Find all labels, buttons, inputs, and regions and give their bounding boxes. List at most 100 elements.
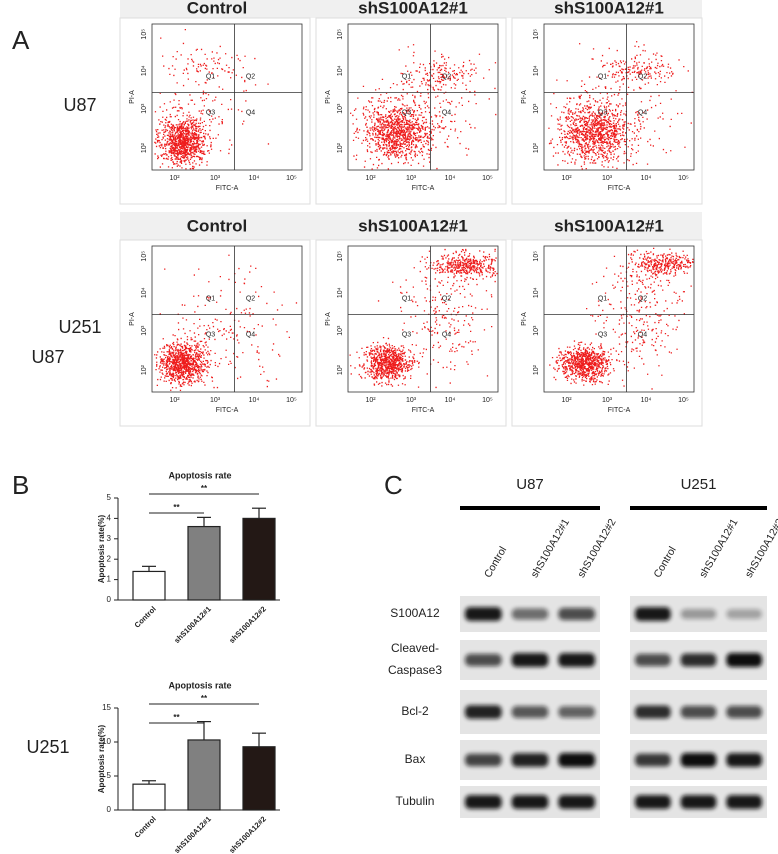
- x-tick-label: 10⁵: [482, 397, 493, 404]
- blot-band: [465, 795, 502, 809]
- x-tick-label: 10⁵: [678, 397, 689, 404]
- quadrant-label: Q1: [598, 73, 607, 80]
- y-tick-label: 10³: [141, 325, 148, 336]
- row-label: U251: [58, 317, 101, 337]
- blot-band: [680, 795, 717, 809]
- plot-frame: [347, 23, 499, 171]
- quadrant-label: Q3: [402, 109, 411, 116]
- y-tick-label: 10³: [141, 103, 148, 114]
- x-tick-label: shS100A12#2: [227, 604, 268, 645]
- quadrant-label: Q1: [402, 73, 411, 80]
- row-label: U251: [26, 737, 69, 757]
- plot-frame: [543, 23, 695, 171]
- y-tick-label: 10⁴: [141, 287, 148, 298]
- blot-band: [726, 609, 762, 619]
- column-title: Control: [187, 0, 247, 17]
- y-tick-label: 10²: [337, 364, 344, 375]
- y-axis-label: Apoptosis rate(%): [97, 724, 106, 793]
- column-title: shS100A12#1: [554, 0, 664, 17]
- blot-band: [465, 653, 502, 667]
- x-tick-label: shS100A12#1: [172, 814, 213, 854]
- event-cloud: [154, 29, 270, 170]
- x-axis-label: FITC-A: [608, 407, 631, 414]
- column-title: shS100A12#1: [554, 216, 664, 235]
- y-tick-label: 10²: [533, 142, 540, 153]
- panel-label: A: [12, 25, 30, 55]
- column-title: shS100A12#1: [358, 216, 468, 235]
- blot-band: [635, 607, 671, 621]
- y-tick-label: 10³: [337, 103, 344, 114]
- blot-band: [465, 753, 502, 767]
- x-tick-label: 10⁵: [286, 175, 297, 182]
- x-tick-label: 10²: [169, 175, 180, 182]
- x-tick-label: 10³: [406, 175, 417, 182]
- group-label: U251: [681, 476, 717, 493]
- y-tick-label: 1: [107, 575, 112, 584]
- blot-band: [680, 653, 717, 667]
- y-tick-label: 0: [107, 595, 112, 604]
- column-title: shS100A12#1: [358, 0, 468, 17]
- blot-band: [635, 795, 671, 809]
- x-tick-label: 10⁴: [641, 397, 652, 404]
- x-tick-label: 10³: [406, 397, 417, 404]
- event-cloud: [548, 41, 693, 170]
- lane-label: shS100A12#1: [529, 517, 572, 580]
- significance-label: **: [201, 694, 208, 703]
- quadrant-label: Q2: [442, 73, 451, 80]
- y-tick-label: 5: [107, 493, 112, 502]
- plot-frame: [347, 245, 499, 393]
- x-tick-label: Control: [133, 604, 158, 629]
- quadrant-label: Q1: [206, 73, 215, 80]
- blot-band: [511, 608, 549, 620]
- y-axis-label: PI-A: [521, 90, 528, 104]
- lane-label: shS100A12#1: [697, 517, 740, 580]
- x-tick-label: 10²: [561, 175, 572, 182]
- x-tick-label: 10⁴: [641, 175, 652, 182]
- event-cloud: [350, 44, 497, 170]
- y-tick-label: 15: [102, 703, 111, 712]
- blot-band: [558, 706, 595, 718]
- y-tick-label: 10²: [533, 364, 540, 375]
- x-tick-label: 10⁴: [249, 397, 260, 404]
- blot-band: [680, 753, 717, 767]
- lane-label: shS100A12#2: [575, 517, 618, 580]
- plot-frame: [543, 245, 695, 393]
- x-tick-label: 10³: [602, 397, 613, 404]
- y-tick-label: 10⁵: [337, 29, 344, 40]
- lane-label: shS100A12#2: [743, 517, 778, 580]
- blot-band: [558, 607, 595, 621]
- y-tick-label: 10⁴: [533, 65, 540, 76]
- y-tick-label: 3: [107, 534, 112, 543]
- quadrant-label: Q4: [638, 331, 647, 338]
- group-label: U87: [516, 476, 544, 493]
- quadrant-label: Q1: [206, 295, 215, 302]
- x-tick-label: 10⁵: [678, 175, 689, 182]
- column-title: Control: [187, 216, 247, 235]
- x-tick-label: shS100A12#2: [227, 814, 268, 854]
- y-tick-label: 10⁴: [337, 65, 344, 76]
- x-tick-label: 10²: [365, 397, 376, 404]
- lane-label: Control: [482, 545, 509, 580]
- y-tick-label: 2: [107, 554, 112, 563]
- y-tick-label: 10⁴: [533, 287, 540, 298]
- quadrant-label: Q4: [246, 109, 255, 116]
- x-tick-label: 10⁴: [445, 175, 456, 182]
- quadrant-label: Q3: [598, 331, 607, 338]
- blot-band: [635, 653, 671, 667]
- plot-frame: [151, 245, 303, 393]
- y-tick-label: 10²: [141, 364, 148, 375]
- protein-label: Bcl-2: [401, 704, 429, 718]
- quadrant-label: Q1: [598, 295, 607, 302]
- lane-label: Control: [651, 545, 678, 580]
- quadrant-label: Q1: [402, 295, 411, 302]
- y-axis-label: PI-A: [325, 90, 332, 104]
- y-axis-label: PI-A: [325, 312, 332, 326]
- panel-label: C: [384, 470, 403, 500]
- x-tick-label: 10³: [602, 175, 613, 182]
- quadrant-label: Q3: [598, 109, 607, 116]
- blot-band: [726, 795, 762, 809]
- event-cloud: [549, 247, 694, 390]
- y-tick-label: 10³: [337, 325, 344, 336]
- row-label: U87: [63, 95, 96, 115]
- x-tick-label: 10⁴: [445, 397, 456, 404]
